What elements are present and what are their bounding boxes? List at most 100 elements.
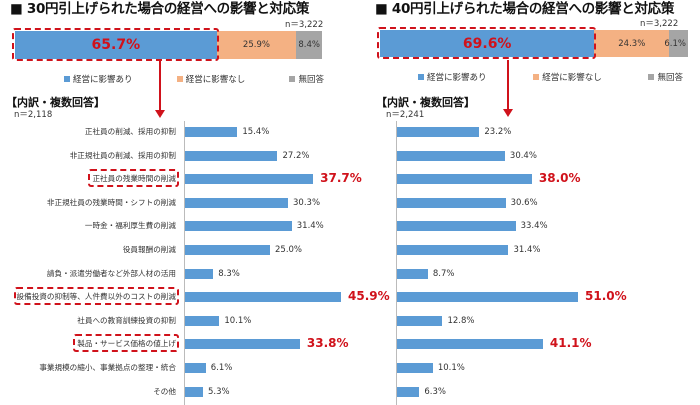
legend-item-affected: 経営に影響あり xyxy=(418,71,487,83)
bar xyxy=(185,245,270,255)
right-overall-bar: 69.6% 24.3% 6.1% xyxy=(380,30,688,57)
overall-segment-no-answer: 8.4% xyxy=(296,31,322,59)
value-label: 45.9% xyxy=(348,289,390,304)
bar xyxy=(397,315,443,326)
value-label: 6.1% xyxy=(210,363,233,373)
value-label: 6.3% xyxy=(424,386,446,397)
overall-segment-affected: 69.6% xyxy=(380,30,595,57)
bar xyxy=(185,174,314,185)
overall-highlight-box xyxy=(377,27,597,59)
value-label: 27.2% xyxy=(282,150,310,161)
legend-swatch xyxy=(418,74,424,80)
bar xyxy=(397,197,506,208)
value-label: 31.4% xyxy=(296,221,324,232)
axis-line xyxy=(184,121,185,405)
right-title: ■ 40円引上げられた場合の経営への影響と対応策 xyxy=(375,1,675,17)
category-label: 事業規模の縮小、事業拠点の整理・統合 xyxy=(39,363,176,372)
category-label: 正社員の削減、採用の抑制 xyxy=(84,127,176,136)
value-label: 37.7% xyxy=(320,171,362,186)
right-arrow xyxy=(507,60,509,110)
right-overall-n: n＝3,222 xyxy=(640,19,679,29)
legend-item-no-answer: 無回答 xyxy=(648,71,683,83)
left-title: ■ 30円引上げられた場合の経営への影響と対応策 xyxy=(10,1,310,17)
bar xyxy=(397,386,420,397)
bar xyxy=(397,245,509,255)
value-label: 33.4% xyxy=(520,221,548,232)
right-arrowhead xyxy=(503,109,513,117)
right-legend: 経営に影響あり 経営に影響なし 無回答 xyxy=(418,71,683,83)
category-label: 請負・派遣労働者など外部人材の活用 xyxy=(46,268,176,278)
legend-item-affected: 経営に影響あり xyxy=(64,73,133,85)
legend-swatch xyxy=(648,74,655,80)
legend-item-not-affected: 経営に影響なし xyxy=(176,73,246,85)
left-breakdown-title: 【内訳・複数回答】 xyxy=(6,96,105,109)
bar xyxy=(185,363,206,373)
category-label: 非正規社員の削減、採用の抑制 xyxy=(69,150,176,160)
bar xyxy=(185,339,300,350)
legend-label: 経営に影響なし xyxy=(185,75,246,85)
category-label: 役員報酬の削減 xyxy=(122,245,176,254)
bar xyxy=(185,150,278,161)
category-highlight-box xyxy=(87,169,179,188)
value-label: 8.7% xyxy=(432,268,455,279)
overall-highlight-box xyxy=(12,28,219,61)
value-label: 15.4% xyxy=(242,127,270,137)
overall-segment-label: 6.1% xyxy=(664,38,686,49)
overall-segment-affected: 65.7% xyxy=(15,31,217,59)
category-highlight-box xyxy=(72,334,179,353)
value-label: 12.8% xyxy=(447,315,475,326)
value-label: 30.4% xyxy=(509,150,537,161)
legend-swatch xyxy=(533,74,540,80)
bar xyxy=(397,221,516,232)
category-label: 非正規社員の残業時間・シフトの削減 xyxy=(46,197,176,207)
value-label: 33.8% xyxy=(306,336,349,351)
bar xyxy=(185,292,342,303)
axis-line xyxy=(396,121,397,405)
value-label: 30.6% xyxy=(510,197,538,208)
bar xyxy=(185,221,292,232)
overall-segment-label: 65.7% xyxy=(91,37,141,53)
left-arrowhead xyxy=(155,110,165,118)
overall-segment-label: 25.9% xyxy=(242,40,270,50)
value-label: 41.1% xyxy=(549,336,592,351)
value-label: 5.3% xyxy=(208,386,230,397)
bar xyxy=(185,315,220,326)
legend-swatch xyxy=(289,76,296,82)
left-overall-bar: 65.7% 25.9% 8.4% xyxy=(15,31,322,59)
legend-label: 無回答 xyxy=(298,75,324,85)
bar xyxy=(185,197,289,208)
overall-segment-label: 69.6% xyxy=(462,35,512,52)
legend-label: 経営に影響あり xyxy=(427,73,487,83)
category-label: 製品・サービス価格の値上げ xyxy=(77,339,176,349)
legend-swatch xyxy=(64,76,70,82)
category-label: 正社員の残業時間の削減 xyxy=(92,174,176,184)
value-label: 23.2% xyxy=(484,127,512,137)
bar xyxy=(397,150,505,161)
left-arrow xyxy=(159,61,161,111)
left-legend: 経営に影響あり 経営に影響なし 無回答 xyxy=(64,73,324,85)
bar xyxy=(185,127,238,137)
category-label: 社員への教育訓練投資の抑制 xyxy=(77,315,176,325)
legend-label: 経営に影響なし xyxy=(542,73,602,83)
overall-segment-not-affected: 25.9% xyxy=(216,31,297,59)
value-label: 10.1% xyxy=(437,363,465,373)
right-breakdown-title: 【内訳・複数回答】 xyxy=(376,96,475,109)
overall-segment-not-affected: 24.3% xyxy=(594,30,670,57)
overall-segment-label: 24.3% xyxy=(618,38,646,49)
right-breakdown-n: n＝2,241 xyxy=(386,110,425,120)
legend-swatch xyxy=(176,76,183,82)
value-label: 31.4% xyxy=(513,245,541,255)
category-highlight-box xyxy=(13,287,179,306)
bar xyxy=(397,174,532,185)
category-label: その他 xyxy=(153,386,176,396)
bar xyxy=(185,386,204,397)
left-overall-n: n＝3,222 xyxy=(285,20,324,30)
legend-label: 無回答 xyxy=(657,73,683,83)
overall-segment-no-answer: 6.1% xyxy=(664,30,688,57)
category-label: 一時金・福利厚生費の削減 xyxy=(84,221,176,231)
value-label: 10.1% xyxy=(224,315,252,326)
bar xyxy=(397,268,428,279)
value-label: 38.0% xyxy=(538,171,581,186)
